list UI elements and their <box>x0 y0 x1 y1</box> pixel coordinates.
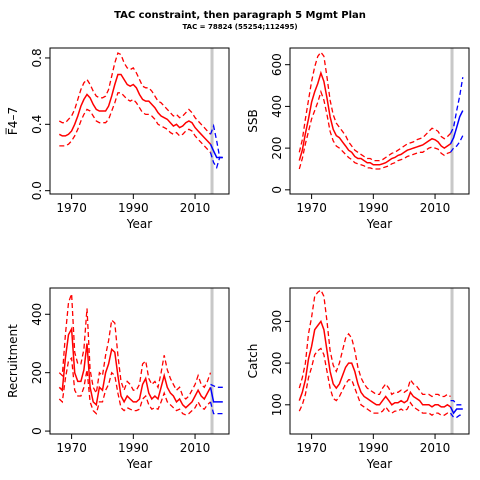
catch-x-tick-label: 1970 <box>296 441 327 455</box>
f-panel: 1970 1990 2010 0.0 0.4 0.8 Year F̅4–7 <box>5 47 230 231</box>
f-x-tick-label: 1990 <box>118 201 149 215</box>
f-history-median-line <box>58 73 212 145</box>
ssb-x-axis-title: Year <box>366 217 392 231</box>
catch-x-tick-label: 1990 <box>358 441 389 455</box>
ssb-projection-upper-line <box>449 77 464 134</box>
ssb-projection-lower-line <box>449 135 464 153</box>
recruitment-y-axis-title: Recruitment <box>6 324 20 398</box>
ssb-y-tick-label: 0 <box>270 186 284 194</box>
f-y-tick-label: 0.4 <box>30 115 44 134</box>
ssb-history-median-line <box>298 70 451 166</box>
catch-projection-median-line <box>449 406 463 415</box>
ssb-y-tick-label: 200 <box>270 137 284 160</box>
catch-y-tick-label: 200 <box>270 352 284 375</box>
recruitment-projection-upper-line <box>210 383 223 388</box>
recruitment-projection-median-line <box>209 387 223 403</box>
ssb-history-lower-line <box>298 89 451 170</box>
chart-subtitle: TAC = 78824 (55254;112495) <box>182 23 298 31</box>
recruitment-x-tick-label: 1990 <box>118 441 149 455</box>
ssb-x-tick-label: 1990 <box>358 201 389 215</box>
ssb-projection-median-line <box>449 110 464 145</box>
f-x-axis-title: Year <box>126 217 152 231</box>
ssb-x-tick-label: 1970 <box>296 201 327 215</box>
recruitment-history-median-line <box>58 326 212 409</box>
recruitment-y-tick-label: 0 <box>30 427 44 435</box>
catch-plot-frame <box>289 287 470 435</box>
recruitment-plot-frame <box>49 287 230 435</box>
recruitment-y-tick-label: 400 <box>30 303 44 326</box>
recruitment-panel: 1970 1990 2010 0 200 400 Year Recruitment <box>6 287 230 471</box>
f-history-lower-line <box>59 92 211 153</box>
chart-title: TAC constraint, then paragraph 5 Mgmt Pl… <box>114 10 366 21</box>
f-y-axis-title: F̅4–7 <box>5 107 20 135</box>
f-y-tick-label: 0.0 <box>30 181 44 200</box>
ssb-plot-frame <box>289 47 470 195</box>
f-x-tick-label: 1970 <box>56 201 87 215</box>
catch-history-median-line <box>298 319 451 408</box>
catch-y-tick-label: 300 <box>270 310 284 333</box>
f-history-upper-line <box>58 52 211 135</box>
catch-projection-lower-line <box>449 412 463 418</box>
recruitment-history-upper-line <box>58 293 212 400</box>
recruitment-x-axis-title: Year <box>126 457 152 471</box>
recruitment-x-tick-label: 1970 <box>56 441 87 455</box>
catch-x-axis-title: Year <box>366 457 392 471</box>
recruitment-x-tick-label: 2010 <box>180 441 211 455</box>
catch-y-tick-label: 100 <box>270 393 284 416</box>
f-projection-median-line <box>209 143 223 159</box>
catch-history-lower-line <box>298 347 451 416</box>
recruitment-history-lower-line <box>58 356 211 416</box>
ssb-y-tick-label: 400 <box>270 95 284 118</box>
ssb-panel: 1970 1990 2010 0 200 400 600 Year SSB <box>246 47 470 231</box>
catch-y-axis-title: Catch <box>246 344 260 379</box>
catch-x-tick-label: 2010 <box>420 441 451 455</box>
ssb-y-tick-label: 600 <box>270 53 284 76</box>
recruitment-y-tick-label: 200 <box>30 361 44 384</box>
recruitment-projection-lower-line <box>209 401 223 415</box>
catch-panel: 1970 1990 2010 100 200 300 Year Catch <box>246 287 470 471</box>
f-x-tick-label: 2010 <box>180 201 211 215</box>
ssb-history-upper-line <box>298 51 451 162</box>
catch-history-upper-line <box>298 289 451 398</box>
f-plot-frame <box>49 47 230 195</box>
ssb-y-axis-title: SSB <box>246 109 260 132</box>
ssb-x-tick-label: 2010 <box>420 201 451 215</box>
f-y-tick-label: 0.8 <box>30 48 44 67</box>
catch-projection-upper-line <box>450 399 463 406</box>
